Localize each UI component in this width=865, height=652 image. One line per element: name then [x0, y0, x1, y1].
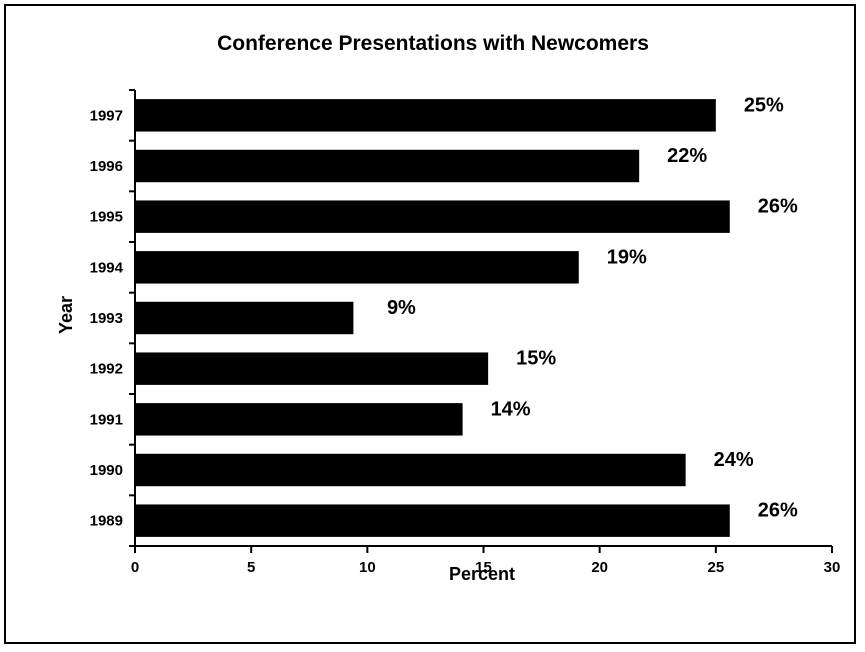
- bar: [136, 200, 730, 233]
- data-label: 26%: [758, 196, 798, 218]
- y-tick-label: 1989: [90, 513, 123, 530]
- bar: [136, 251, 579, 284]
- data-label: 9%: [387, 297, 416, 319]
- data-label: 24%: [714, 449, 754, 471]
- x-tick-label: 5: [247, 559, 255, 576]
- bar: [136, 504, 730, 537]
- data-label: 19%: [607, 246, 647, 268]
- y-tick-label: 1997: [90, 107, 123, 124]
- x-tick-label: 25: [707, 559, 724, 576]
- data-label: 22%: [667, 145, 707, 167]
- bar: [136, 301, 354, 335]
- data-label: 14%: [491, 398, 531, 420]
- data-label: 26%: [758, 500, 798, 522]
- x-tick-label: 10: [359, 559, 376, 576]
- plot-area: 0 5 10 15 20 25 30 1997 25% 1996 22% 1995 26% 1994 19%…: [90, 89, 841, 576]
- x-tick-label: 0: [131, 559, 139, 576]
- bar: [136, 403, 463, 436]
- bar: [136, 99, 716, 132]
- x-axis-label: Percent: [449, 564, 515, 584]
- y-tick-label: 1990: [90, 462, 123, 479]
- bar: [136, 453, 686, 487]
- data-label: 15%: [516, 348, 556, 370]
- data-label: 25%: [744, 94, 784, 116]
- bar: [136, 352, 489, 385]
- x-tick-label: 30: [824, 559, 841, 576]
- y-tick-label: 1995: [90, 209, 123, 226]
- y-axis-label: Year: [56, 296, 76, 334]
- chart-title: Conference Presentations with Newcomers: [217, 32, 649, 55]
- y-tick-label: 1996: [90, 158, 123, 175]
- y-tick-label: 1994: [90, 259, 124, 276]
- y-tick-label: 1992: [90, 361, 123, 378]
- y-tick-label: 1993: [90, 310, 123, 327]
- y-tick-label: 1991: [90, 411, 123, 428]
- x-tick-label: 20: [591, 559, 608, 576]
- bar: [136, 149, 640, 183]
- x-tick-label: 15: [475, 559, 492, 576]
